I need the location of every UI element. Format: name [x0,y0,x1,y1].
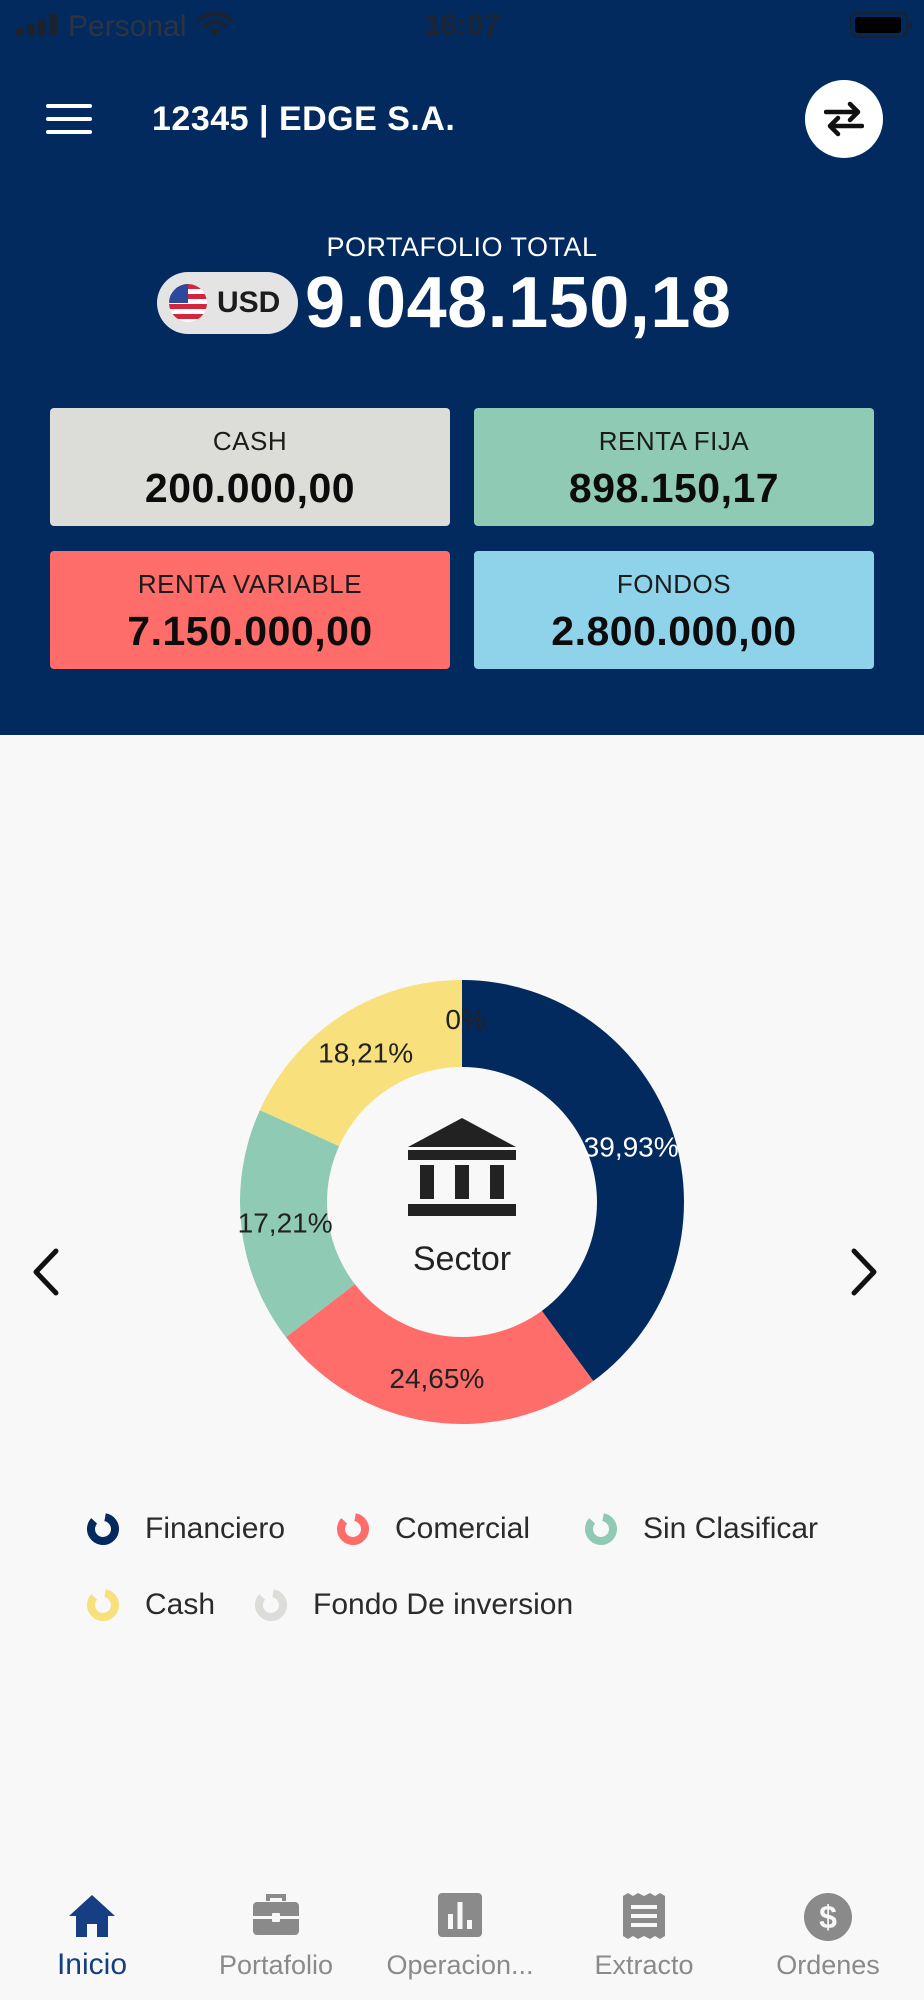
dollar-icon: $ [804,1893,852,1941]
renta-fija-card[interactable]: RENTA FIJA 898.150,17 [474,408,874,526]
card-label: CASH [212,426,288,456]
card-value: 2.800.000,00 [551,608,797,654]
battery-icon [850,12,912,38]
tab-operaciones[interactable]: Operacion... [368,1862,552,2000]
legend-label: Cash [145,1588,216,1621]
portfolio-total-label: PORTAFOLIO TOTAL [326,232,598,262]
clock: 16:07 [423,9,501,42]
previous-chart-arrow-icon[interactable] [28,1245,64,1299]
legend-label: Financiero [145,1512,286,1545]
tab-label: Ordenes [776,1950,880,1980]
tab-label: Inicio [56,1948,128,1981]
legend-marker-icon [585,1513,617,1545]
slice-percent-label: 18,21% [318,1037,413,1068]
briefcase-icon [253,1894,299,1935]
tab-label: Operacion... [386,1950,534,1980]
slice-percent-label: 24,65% [389,1363,484,1394]
bar-chart-icon [438,1893,482,1937]
slice-percent-label: 17,21% [238,1207,333,1238]
slice-percent-label: 39,93% [584,1132,679,1163]
cash-card[interactable]: CASH 200.000,00 [50,408,450,526]
legend-marker-icon [255,1589,287,1621]
slice-percent-label: 0% [445,1004,485,1035]
card-value: 200.000,00 [144,465,356,511]
hamburger-menu-icon[interactable] [46,104,92,136]
bottom-tab-bar: Inicio Portafolio Operacion... [0,1862,924,2000]
renta-variable-card[interactable]: RENTA VARIABLE 7.150.000,00 [50,551,450,669]
portfolio-total-value: 9.048.150,18 [305,263,732,343]
next-chart-arrow-icon[interactable] [846,1245,882,1299]
tab-label: Extracto [594,1950,694,1980]
donut-svg: Sector 39,93% 24,65% 17,21% 18,21% 0% [238,980,684,1424]
card-value: 898.150,17 [568,465,780,511]
account-title: 12345 | EDGE S.A. [152,100,456,138]
currency-code: USD [217,286,281,319]
donut-slice-cash[interactable] [259,980,462,1147]
us-flag-icon [169,284,207,322]
legend-marker-icon [337,1513,369,1545]
cellular-signal-icon [16,14,58,36]
tab-extracto[interactable]: Extracto [552,1862,736,2000]
card-value: 7.150.000,00 [127,608,373,654]
swap-arrows-icon [824,101,864,137]
legend-label: Comercial [395,1512,531,1545]
tab-portafolio[interactable]: Portafolio [184,1862,368,2000]
status-bar: Personal 16:07 [0,0,924,50]
tab-label: Portafolio [218,1950,334,1980]
receipt-icon [623,1893,665,1939]
chart-center-label: Sector [413,1240,511,1278]
bank-icon [408,1118,516,1216]
tab-inicio[interactable]: Inicio [0,1862,184,2000]
fondos-card[interactable]: FONDOS 2.800.000,00 [474,551,874,669]
wifi-icon [197,11,233,36]
donut-slice-sin-clasificar[interactable] [240,1110,357,1338]
card-label: RENTA FIJA [598,426,750,456]
swap-account-button[interactable] [805,80,883,158]
tab-ordenes[interactable]: $ Ordenes [736,1862,920,2000]
card-label: FONDOS [616,569,732,599]
legend-marker-icon [87,1513,119,1545]
legend-label: Sin Clasificar [643,1512,819,1545]
sector-donut-chart[interactable]: Sector 39,93% 24,65% 17,21% 18,21% 0% [230,970,694,1434]
svg-text:$: $ [819,1899,837,1935]
donut-hole [327,1067,597,1337]
legend-label: Fondo De inversion [313,1588,574,1621]
legend-marker-icon [87,1589,119,1621]
donut-slice-comercial[interactable] [285,1282,594,1424]
card-label: RENTA VARIABLE [137,569,363,599]
currency-selector[interactable]: USD [157,272,298,334]
carrier-name: Personal [68,10,187,43]
home-icon [69,1895,115,1937]
portfolio-header: Personal 16:07 12345 | EDGE S.A. PORTAFO… [0,0,924,735]
